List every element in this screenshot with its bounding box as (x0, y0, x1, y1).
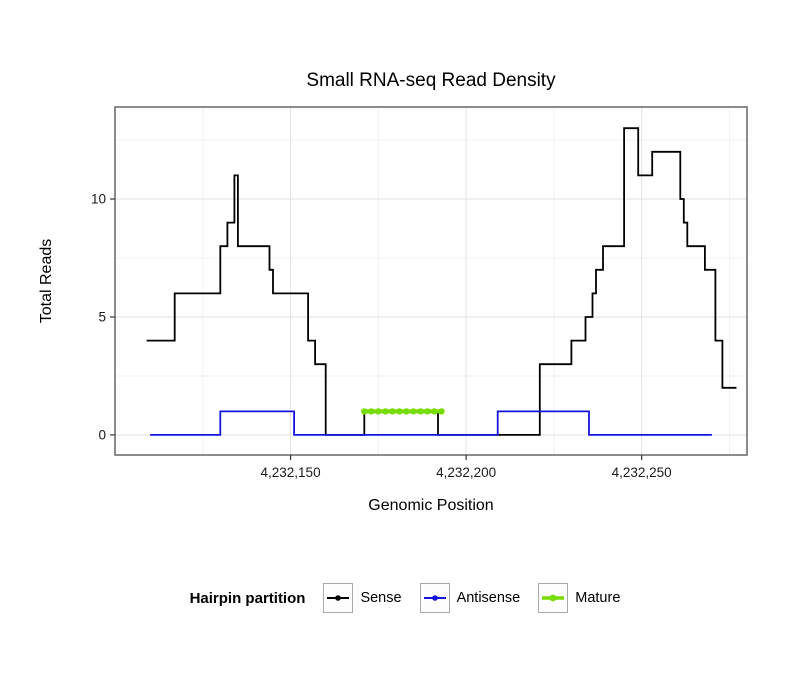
series-mature-marker (417, 408, 424, 415)
x-tick-label: 4,232,150 (261, 465, 321, 480)
y-tick-label: 5 (98, 309, 106, 324)
legend-title: Hairpin partition (189, 589, 306, 607)
legend: Hairpin partition Sense Antisense Mature (0, 576, 810, 620)
series-mature-marker (403, 408, 410, 415)
x-axis-label: Genomic Position (368, 497, 494, 514)
y-tick-label: 10 (91, 192, 106, 207)
x-tick-label: 4,232,250 (612, 465, 672, 480)
sense-line-key-icon (323, 583, 354, 613)
legend-label-mature: Mature (575, 590, 621, 606)
series-mature-marker (438, 408, 445, 415)
legend-label-antisense: Antisense (456, 590, 521, 606)
legend-item-sense: Sense (323, 583, 402, 613)
legend-item-mature: Mature (538, 583, 620, 613)
mature-line-key-icon (538, 583, 569, 613)
series-mature-marker (389, 408, 396, 415)
legend-item-antisense: Antisense (419, 583, 521, 613)
series-mature-marker (424, 408, 431, 415)
series-antisense-line (150, 410, 712, 436)
chart-title: Small RNA-seq Read Density (306, 70, 556, 91)
antisense-line-key-icon (419, 583, 450, 613)
plot-canvas: 4,232,150 4,232,200 4,232,250 0 5 10 (91, 106, 748, 480)
series-mature-marker (361, 408, 368, 415)
panel-border (114, 106, 748, 456)
series-mature-marker (382, 408, 389, 415)
series-mature-marker (368, 408, 375, 415)
series-mature-marker (431, 408, 438, 415)
x-tick-label: 4,232,200 (436, 465, 496, 480)
series-sense-line (146, 127, 737, 436)
series-mature-marker (375, 408, 382, 415)
series-mature-marker (410, 408, 417, 415)
y-tick-label: 0 (98, 427, 106, 442)
y-axis-label: Total Reads (38, 238, 55, 324)
legend-label-sense: Sense (360, 590, 402, 606)
series-mature-marker (396, 408, 403, 415)
